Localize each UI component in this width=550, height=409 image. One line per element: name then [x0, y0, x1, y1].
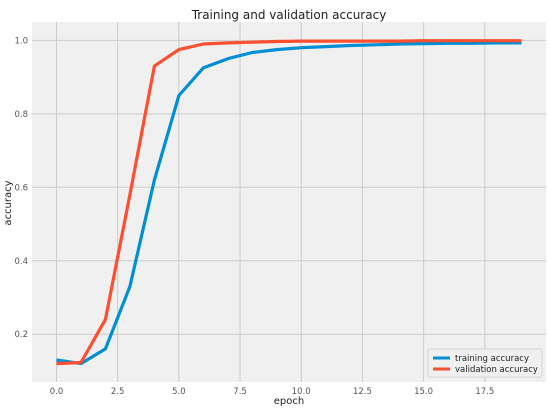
- legend-box: [427, 348, 543, 378]
- x-tick-label: 2.5: [111, 387, 125, 397]
- y-tick-label: 0.2: [14, 330, 28, 340]
- x-tick-label: 7.5: [233, 387, 247, 397]
- series-lines: [56, 39, 522, 366]
- x-axis-label: epoch: [274, 396, 304, 407]
- series-line-training: [56, 41, 522, 366]
- x-tick-label: 10.0: [292, 387, 311, 397]
- x-tick-label: 0.0: [50, 387, 64, 397]
- x-tick-label: 15.0: [414, 387, 433, 397]
- y-tick-label: 1.0: [14, 36, 28, 46]
- x-tick-label: 17.5: [475, 387, 494, 397]
- y-axis-label: accuracy: [3, 180, 14, 225]
- y-tick-label: 0.6: [14, 183, 28, 193]
- legend-label: training accuracy: [455, 354, 529, 364]
- chart-title: Training and validation accuracy: [191, 8, 387, 22]
- legend-label: validation accuracy: [455, 365, 538, 375]
- x-tick-label: 5.0: [172, 387, 186, 397]
- y-tick-label: 0.8: [14, 110, 28, 120]
- y-axis-ticks: 0.2 0.4 0.6 0.8 1.0: [14, 36, 28, 340]
- x-tick-label: 12.5: [353, 387, 372, 397]
- x-axis-ticks: 0.0 2.5 5.0 7.5 10.0 12.5 15.0 17.5: [50, 387, 495, 397]
- y-tick-label: 0.4: [14, 257, 28, 267]
- plot-area: [32, 22, 546, 382]
- series-line-validation: [56, 39, 522, 366]
